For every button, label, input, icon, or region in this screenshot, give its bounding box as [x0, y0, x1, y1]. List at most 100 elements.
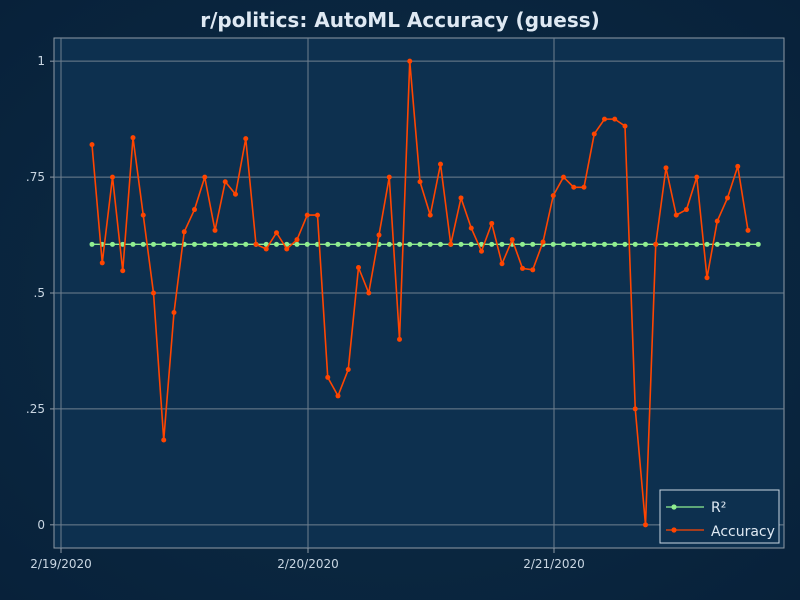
data-point-accuracy: [233, 191, 238, 197]
data-point-accuracy: [284, 246, 290, 252]
data-point-accuracy: [643, 522, 648, 528]
data-point-r2: [192, 241, 197, 247]
data-point-accuracy: [417, 179, 423, 185]
data-point-accuracy: [561, 174, 566, 180]
data-point-accuracy: [171, 309, 177, 315]
data-point-accuracy: [602, 116, 607, 122]
data-point-r2: [602, 241, 607, 247]
data-point-r2: [366, 241, 372, 247]
data-point-r2: [550, 241, 556, 247]
legend-label-accuracy: Accuracy: [711, 524, 775, 540]
data-point-r2: [161, 241, 167, 247]
legend-label-r2: R²: [711, 500, 726, 516]
data-point-r2: [151, 241, 156, 247]
data-point-accuracy: [181, 229, 187, 235]
data-point-r2: [110, 241, 115, 247]
data-point-accuracy: [253, 241, 259, 247]
data-point-accuracy: [489, 220, 495, 226]
data-point-r2: [591, 241, 597, 247]
data-point-r2: [335, 241, 341, 247]
data-point-accuracy: [325, 374, 331, 380]
data-point-accuracy: [448, 241, 454, 247]
data-point-accuracy: [192, 207, 197, 213]
data-point-accuracy: [345, 367, 351, 372]
data-point-r2: [489, 241, 495, 247]
data-point-r2: [274, 241, 279, 247]
data-point-accuracy: [366, 290, 372, 296]
data-point-accuracy: [735, 163, 741, 169]
data-point-accuracy: [520, 265, 525, 271]
data-point-r2: [499, 241, 505, 247]
y-tick-label: .5: [34, 286, 45, 300]
data-point-r2: [130, 241, 136, 247]
data-point-accuracy: [550, 193, 556, 199]
y-tick-label: 0: [37, 518, 45, 532]
data-point-accuracy: [663, 165, 669, 171]
data-point-r2: [530, 241, 536, 247]
data-point-r2: [171, 241, 177, 247]
data-point-accuracy: [140, 212, 146, 218]
data-point-accuracy: [99, 260, 105, 266]
x-tick-label: 2/21/2020: [523, 557, 585, 571]
x-tick-label: 2/19/2020: [30, 557, 92, 571]
data-point-accuracy: [315, 212, 320, 218]
data-point-accuracy: [468, 225, 474, 231]
data-point-r2: [612, 241, 618, 247]
data-point-r2: [294, 241, 300, 247]
data-point-accuracy: [694, 174, 700, 180]
data-point-accuracy: [376, 232, 382, 238]
data-point-r2: [222, 241, 228, 247]
legend-marker-r2: [671, 504, 677, 510]
data-point-accuracy: [110, 174, 115, 180]
data-point-r2: [243, 241, 249, 247]
data-point-accuracy: [591, 131, 597, 137]
data-point-r2: [725, 241, 730, 247]
data-point-r2: [755, 241, 761, 247]
data-point-r2: [694, 241, 700, 247]
data-point-accuracy: [294, 237, 300, 243]
data-point-r2: [233, 241, 238, 247]
data-point-r2: [581, 241, 587, 247]
data-point-r2: [714, 241, 720, 247]
data-point-r2: [520, 241, 525, 247]
y-axis-ticks: 0 .25 .5 .75 1: [26, 54, 54, 532]
data-point-r2: [684, 241, 689, 247]
data-point-r2: [561, 241, 566, 247]
data-point-accuracy: [335, 393, 341, 399]
data-point-accuracy: [530, 267, 536, 273]
data-point-accuracy: [397, 336, 402, 342]
data-point-accuracy: [438, 161, 443, 167]
data-point-accuracy: [427, 212, 433, 218]
data-point-r2: [673, 241, 679, 247]
data-point-accuracy: [632, 406, 638, 412]
data-point-accuracy: [458, 195, 464, 201]
data-point-accuracy: [612, 116, 618, 122]
data-point-accuracy: [479, 248, 484, 254]
data-point-r2: [89, 241, 95, 247]
data-point-accuracy: [540, 239, 546, 245]
data-point-r2: [468, 241, 474, 247]
data-point-r2: [356, 241, 361, 247]
chart-title: r/politics: AutoML Accuracy (guess): [200, 8, 600, 32]
y-tick-label: .25: [26, 402, 45, 416]
legend-marker-accuracy: [671, 527, 677, 533]
data-point-accuracy: [684, 207, 689, 213]
data-point-r2: [735, 241, 741, 247]
data-point-accuracy: [704, 275, 710, 281]
data-point-r2: [140, 241, 146, 247]
data-point-accuracy: [89, 142, 95, 148]
x-axis-ticks: 2/19/2020 2/20/2020 2/21/2020: [30, 548, 585, 571]
data-point-r2: [202, 241, 208, 247]
data-point-r2: [632, 241, 638, 247]
data-point-accuracy: [509, 237, 515, 243]
data-point-accuracy: [222, 179, 228, 185]
data-point-r2: [397, 241, 402, 247]
data-point-accuracy: [263, 246, 269, 252]
data-point-r2: [663, 241, 669, 247]
data-point-r2: [622, 241, 628, 247]
series-group: [89, 58, 761, 528]
data-point-r2: [427, 241, 433, 247]
data-point-r2: [458, 241, 464, 247]
legend: R² Accuracy: [659, 489, 780, 544]
y-tick-label: .75: [26, 170, 45, 184]
